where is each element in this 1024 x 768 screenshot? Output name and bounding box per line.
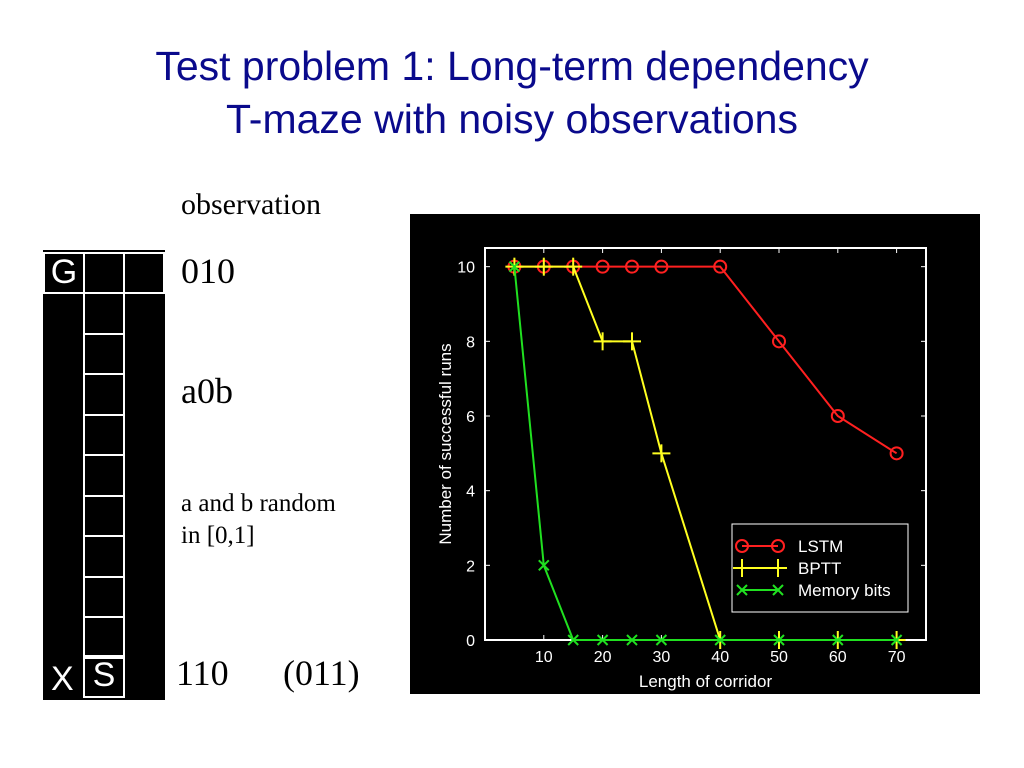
note-line2: in [0,1] <box>181 522 255 549</box>
start-label: S <box>92 656 116 694</box>
x-axis-label: Length of corridor <box>639 672 773 691</box>
legend-marker-memory-bits <box>772 584 784 596</box>
x-tick-label: 40 <box>711 649 729 666</box>
y-tick-label: 0 <box>466 633 475 650</box>
x-tick-label: 20 <box>594 649 612 666</box>
marker-stroke <box>567 634 579 646</box>
memory-bits-point <box>596 634 609 646</box>
memory-bits-line <box>513 266 897 641</box>
bptt-point <box>593 332 612 351</box>
maze-cell <box>123 252 165 294</box>
lstm-point <box>772 334 786 349</box>
maze-corridor-cell <box>83 413 125 456</box>
memory-bits-point <box>714 634 726 646</box>
chart-panel: 10 20 30 40 50 60 70 0 2 4 6 8 10 Length of corridor N… <box>410 214 980 694</box>
marker-stroke <box>714 634 726 646</box>
legend-marker-lstm <box>771 539 785 553</box>
marker-stroke <box>538 559 550 572</box>
observation-top: 010 <box>181 251 235 291</box>
marker-stroke <box>773 634 785 646</box>
x-tick-label: 60 <box>829 649 847 666</box>
x-tick-label: 50 <box>770 649 788 666</box>
maze-goal-cell: G <box>43 252 85 294</box>
lstm-point <box>830 409 845 423</box>
maze-start-cell: S <box>83 655 125 698</box>
lstm-point <box>713 259 728 274</box>
maze-corridor-cell <box>83 292 125 335</box>
memory-bits-point <box>538 559 550 572</box>
observation-middle: a0b <box>181 371 233 411</box>
lstm-point <box>654 259 669 274</box>
x-tick-label: 70 <box>888 649 906 666</box>
x-label: X <box>51 660 74 698</box>
legend-label-bptt: BPTT <box>798 559 841 578</box>
bptt-point <box>564 257 583 276</box>
goal-label: G <box>50 253 78 291</box>
bptt-point <box>652 444 671 463</box>
maze-corridor-cell <box>83 575 125 618</box>
memory-bits-point <box>655 634 668 646</box>
marker-stroke <box>508 260 521 273</box>
maze-corridor-cell <box>83 535 125 578</box>
maze-cell <box>83 252 125 294</box>
x-tick-label: 30 <box>653 649 671 666</box>
memory-bits-point <box>773 634 785 646</box>
observation-label: observation <box>181 188 321 221</box>
marker-stroke <box>626 634 638 646</box>
x-tick-label: 10 <box>535 649 553 666</box>
bptt-point <box>623 332 641 351</box>
legend-label-memory-bits: Memory bits <box>798 581 891 600</box>
t-maze-diagram: G X S <box>43 248 165 700</box>
legend-label-lstm: LSTM <box>798 537 843 556</box>
marker-stroke <box>890 634 903 646</box>
maze-corridor-cell <box>83 332 125 375</box>
memory-bits-point <box>832 634 844 646</box>
marker-stroke <box>655 634 668 646</box>
legend-marker-memory-bits <box>736 584 748 596</box>
maze-corridor-cell <box>83 373 125 416</box>
legend-marker-bptt <box>733 559 751 577</box>
y-tick-label: 10 <box>457 260 475 277</box>
memory-bits-point <box>508 260 521 273</box>
slide-title-line2: T-maze with noisy observations <box>226 96 798 142</box>
memory-bits-point <box>626 634 638 646</box>
lstm-line <box>514 265 898 455</box>
line-chart: 10 20 30 40 50 60 70 0 2 4 6 8 10 Length of corridor N… <box>436 247 927 691</box>
lstm-point <box>889 446 904 461</box>
lstm-point <box>625 259 639 274</box>
marker-stroke <box>772 584 784 596</box>
y-tick-label: 6 <box>466 409 475 426</box>
maze-corridor-cell <box>83 454 125 497</box>
y-tick-label: 4 <box>466 484 475 501</box>
y-tick-label: 8 <box>466 334 475 351</box>
y-axis-label: Number of successful runs <box>436 343 455 544</box>
bptt-point <box>534 257 553 276</box>
slide-title-line1: Test problem 1: Long-term dependency <box>155 43 869 89</box>
note-line1: a and b random <box>181 490 336 517</box>
memory-bits-point <box>567 634 579 646</box>
observation-bottom-alt: (011) <box>283 653 360 693</box>
marker-stroke <box>736 584 748 596</box>
legend: LSTM BPTT Memory bits <box>731 523 909 613</box>
memory-bits-point <box>890 634 903 646</box>
legend-marker-bptt <box>769 559 787 577</box>
maze-corridor-cell <box>83 494 125 537</box>
observation-bottom: 110 <box>176 653 229 693</box>
maze-corridor-cell <box>83 616 125 659</box>
y-tick-label: 2 <box>466 558 475 575</box>
marker-stroke <box>596 634 609 646</box>
legend-marker-lstm <box>735 539 749 553</box>
lstm-point <box>595 259 610 274</box>
marker-stroke <box>832 634 844 646</box>
